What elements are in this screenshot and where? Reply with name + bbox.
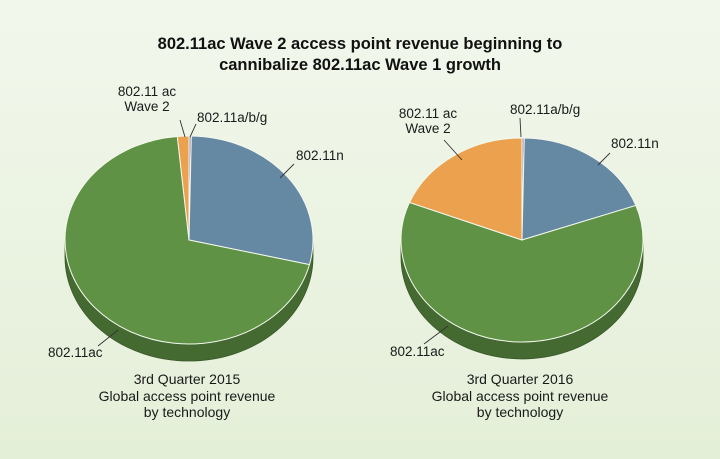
pie-2015-label-802-11ac-line: 802.11ac: [48, 345, 103, 360]
pie-2015-caption: 3rd Quarter 2015 Global access point rev…: [67, 371, 307, 421]
pie-2016-label-802-11-ac-wave-2-line: 802.11 ac: [399, 106, 458, 121]
pie-2016-label-802-11n-line: 802.11n: [611, 136, 659, 151]
chart-title-line-1: 802.11ac Wave 2 access point revenue beg…: [157, 35, 563, 53]
pie-2015-label-802-11a-b-g: 802.11a/b/g: [197, 110, 267, 125]
pie-2016-slice-802-11n: [521, 137, 637, 241]
pie-2016-leader-802-11-ac-wave-2: [443, 139, 463, 161]
pie-2015-leader-802-11a-b-g: [189, 123, 197, 138]
pie-2016-label-802-11ac: 802.11ac: [390, 344, 445, 359]
pie-2016-label-802-11a-b-g-line: 802.11a/b/g: [510, 102, 580, 117]
pie-2016-caption: 3rd Quarter 2016 Global access point rev…: [400, 371, 640, 421]
pie-2016-label-802-11-ac-wave-2: 802.11 ac Wave 2: [399, 106, 458, 136]
pie-2015-slice-802-11-ac-wave-2: [176, 135, 190, 241]
pie-2015-leader-802-11-ac-wave-2: [179, 119, 186, 138]
pie-2015-caption-line-2: Global access point revenue: [98, 387, 276, 404]
pie-2015-leader-802-11n: [279, 163, 295, 179]
chart-title: 802.11ac Wave 2 access point revenue beg…: [0, 34, 720, 76]
pie-2016-caption-line-3: by technology: [476, 404, 564, 420]
pie-2015-label-802-11n: 802.11n: [296, 148, 344, 163]
pie-2015-slice-802-11n: [188, 135, 314, 266]
pie-2015-label-802-11ac: 802.11ac: [48, 345, 103, 360]
pie-2016-leader-802-11a-b-g: [519, 117, 522, 138]
pie-2015-label-802-11n-line: 802.11n: [296, 148, 344, 163]
chart-title-line-2: cannibalize 802.11ac Wave 1 growth: [219, 56, 501, 74]
pie-2015-slice-802-11ac: [64, 135, 311, 345]
pie-2015-label-802-11a-b-g-line: 802.11a/b/g: [197, 110, 267, 125]
pie-2016-label-802-11ac-line: 802.11ac: [390, 344, 445, 359]
pie-2016-label-802-11n: 802.11n: [611, 136, 659, 151]
pie-2015-leader-802-11ac: [97, 329, 119, 347]
pie-2015-caption-line-3: by technology: [143, 404, 231, 420]
pie-2016-label-802-11a-b-g: 802.11a/b/g: [510, 102, 580, 117]
pie-2015-caption-line-1: 3rd Quarter 2015: [133, 371, 241, 387]
pie-2015-label-802-11-ac-wave-2-line: Wave 2: [124, 99, 169, 114]
pie-2016: 802.11a/b/g 802.11n 802.11ac 802.11 ac Wave …: [390, 102, 659, 360]
pie-2015-label-802-11-ac-wave-2: 802.11 ac Wave 2: [118, 84, 177, 114]
pie-2015: 802.11a/b/g 802.11n 802.11ac 802.11 ac Wave …: [48, 84, 344, 362]
pie-2016-leader-802-11n: [597, 152, 611, 166]
pie-2016-label-802-11-ac-wave-2-line: Wave 2: [405, 121, 450, 136]
pie-2016-caption-line-2: Global access point revenue: [431, 387, 609, 404]
pie-2016-caption-line-1: 3rd Quarter 2016: [466, 371, 574, 387]
pie-2016-slice-802-11ac: [400, 201, 644, 343]
pie-2015-label-802-11-ac-wave-2-line: 802.11 ac: [118, 84, 177, 99]
pie-2016-leader-802-11ac: [423, 325, 449, 345]
pie-2016-slice-802-11-ac-wave-2: [408, 137, 523, 241]
